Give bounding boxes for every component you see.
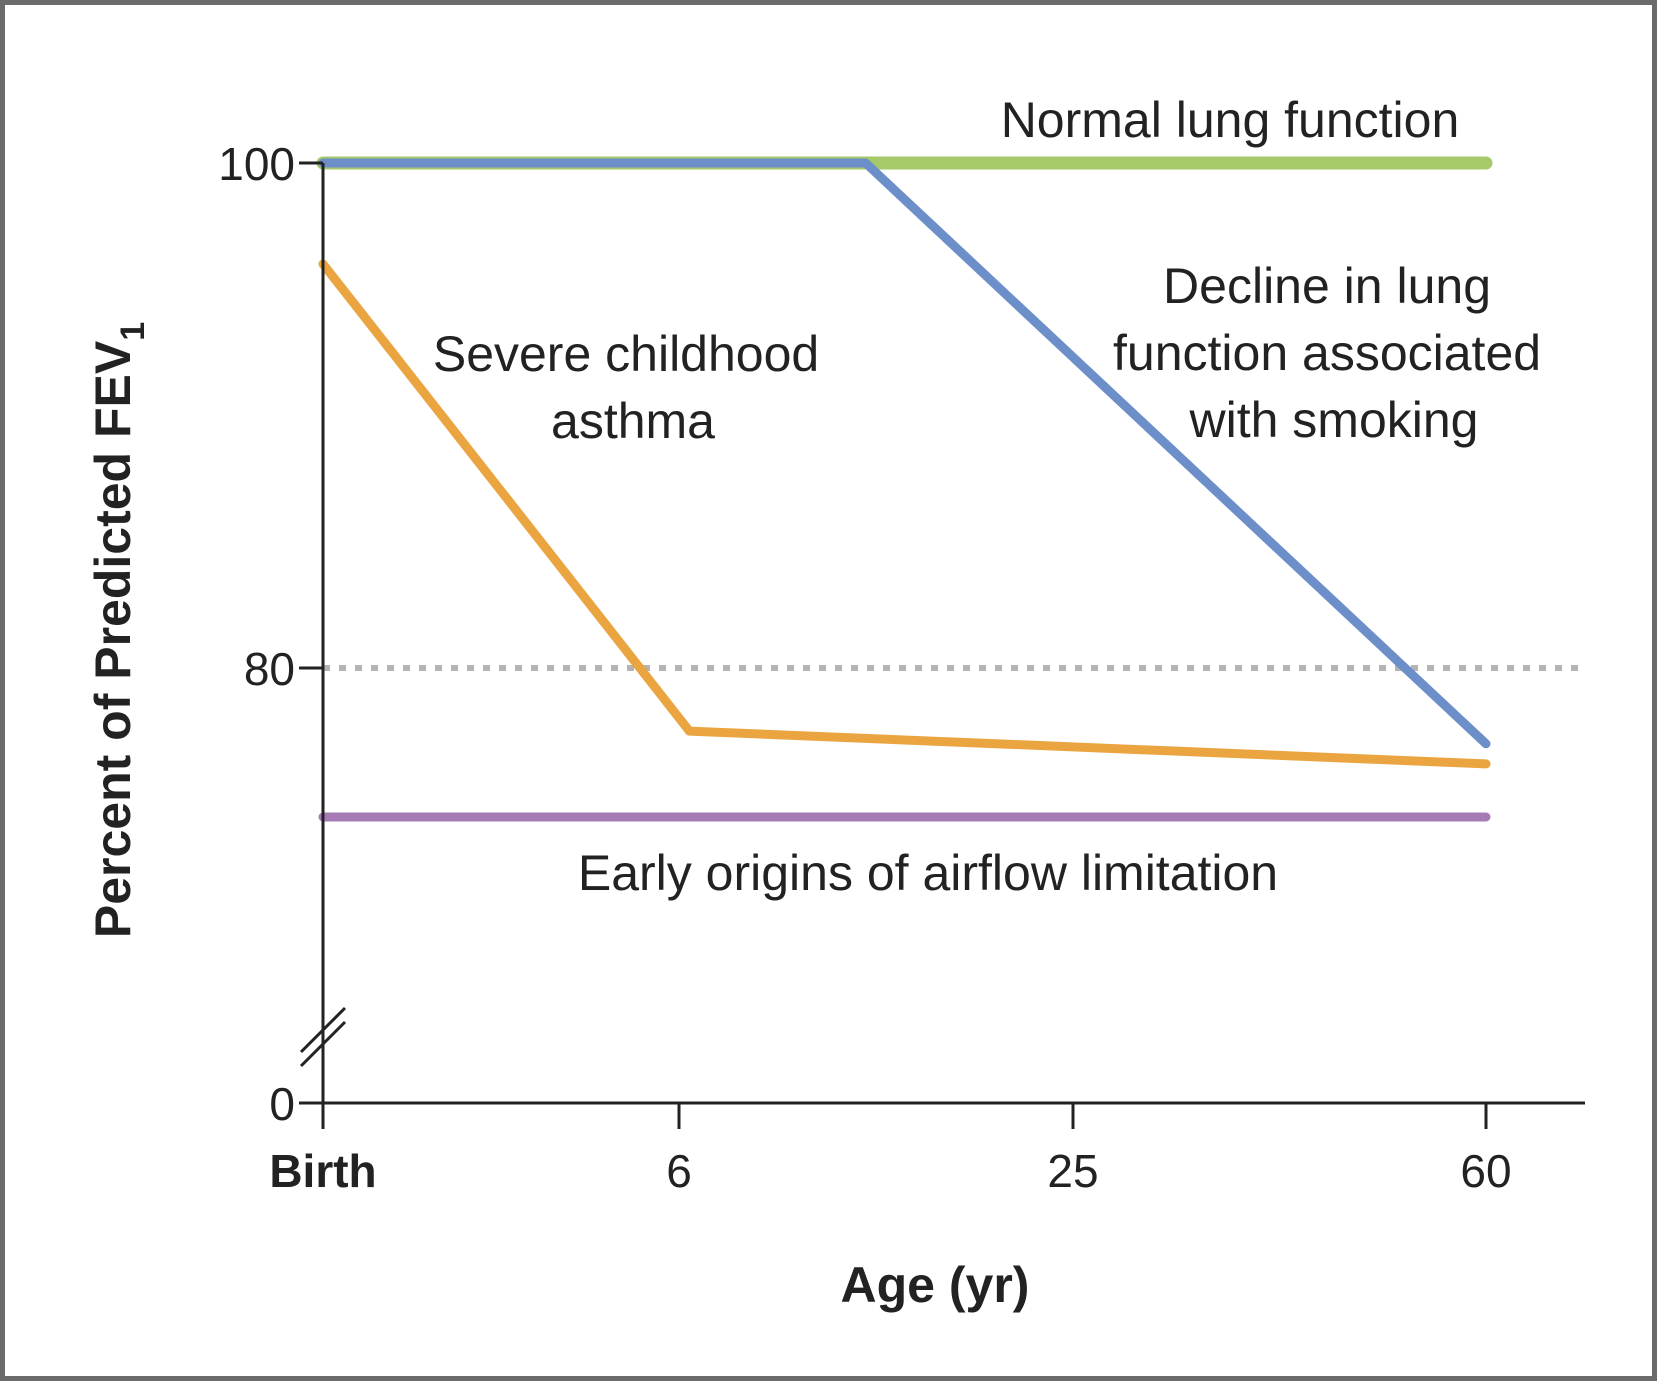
fev1-line-chart: 0 80 100 Birth 6 25 60 Age (yr) Percent … [85,92,1585,1313]
series-line-severe-childhood-asthma [318,259,1491,769]
y-axis-title-main: Percent of Predicted FEV [85,340,141,938]
series-label-asthma-line-2: asthma [551,393,715,449]
y-tick-label-0: 0 [269,1078,295,1130]
series-label-smoking-line-2: function associated [1113,325,1541,381]
series-label-severe-childhood-asthma: Severe childhood asthma [433,326,833,449]
series-label-asthma-line-1: Severe childhood [433,326,819,382]
y-axis-title-subscript: 1 [114,322,152,341]
x-tick-label-birth: Birth [269,1145,376,1197]
x-tick-label-6: 6 [666,1145,692,1197]
x-tick-label-60: 60 [1460,1145,1511,1197]
series-line-smoking-decline [318,158,1491,749]
series-label-smoking-line-3: with smoking [1189,392,1479,448]
y-axis-break-mark [299,1006,347,1068]
series-label-early-origins: Early origins of airflow limitation [578,845,1278,901]
series-label-normal-lung-function: Normal lung function [1001,92,1460,148]
y-tick-label-100: 100 [218,138,295,190]
x-axis-title: Age (yr) [841,1257,1030,1313]
y-axis-title: Percent of Predicted FEV1 [85,322,152,938]
series-label-smoking-decline: Decline in lung function associated with… [1113,258,1555,448]
x-tick-label-25: 25 [1047,1145,1098,1197]
y-tick-label-80: 80 [244,643,295,695]
series-label-smoking-line-1: Decline in lung [1163,258,1491,314]
